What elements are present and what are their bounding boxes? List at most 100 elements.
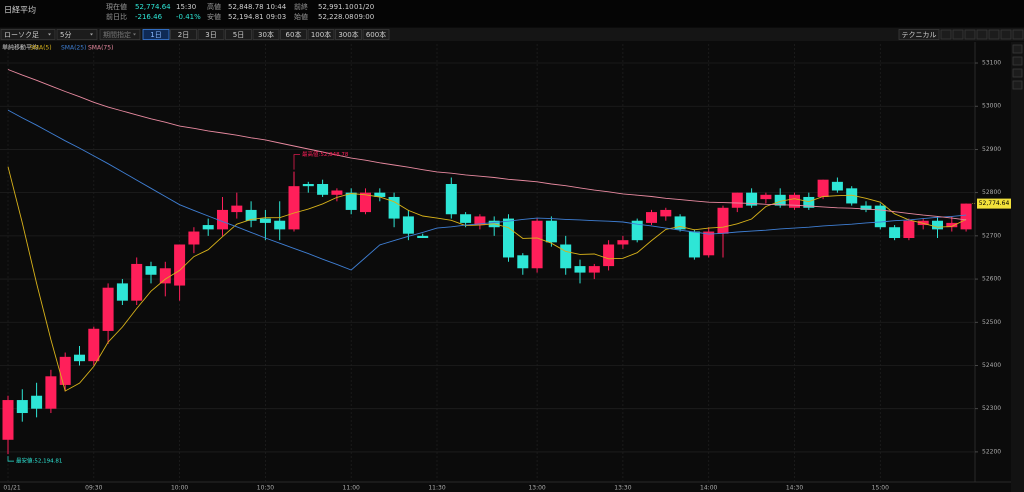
candle-body: [417, 235, 429, 239]
icon-button[interactable]: [1012, 80, 1023, 90]
info-time: 09:03: [266, 13, 286, 21]
tool-icons: [940, 29, 1024, 40]
icon-button[interactable]: [952, 29, 964, 40]
select-text[interactable]: 期間指定: [103, 30, 131, 39]
quote-info: 現在値 52,774.64 15:30 高値 52,848.78 10:44 前終 52,99…: [106, 2, 374, 21]
button[interactable]: [280, 29, 307, 40]
select-box[interactable]: [56, 29, 98, 40]
low-label: 最安値:52,194.81: [16, 457, 62, 465]
button[interactable]: [335, 29, 362, 40]
x-tick-label: 09:30: [85, 485, 102, 492]
candle-body: [774, 194, 786, 206]
select-box[interactable]: [0, 29, 56, 40]
button[interactable]: [225, 29, 252, 40]
candle-body: [345, 192, 357, 210]
range-button[interactable]: 300本: [335, 29, 362, 40]
candle-body: [574, 266, 586, 273]
legend-title: 単純移動平均: [2, 44, 38, 52]
y-tick-label: 52400: [982, 362, 1001, 369]
button-text[interactable]: 3日: [205, 31, 216, 39]
icon-button[interactable]: [1012, 29, 1024, 40]
candle-body: [360, 192, 371, 213]
candle-body: [274, 220, 286, 230]
candle-body: [903, 220, 915, 239]
button[interactable]: [252, 29, 280, 40]
candle-body: [846, 188, 858, 204]
y-tick-label: 52500: [982, 319, 1001, 326]
candle-body: [789, 194, 800, 208]
button-text[interactable]: 100本: [311, 30, 331, 39]
candle-body: [874, 205, 886, 228]
candle-body: [259, 218, 271, 223]
range-button[interactable]: 30本: [252, 29, 280, 40]
candle-body: [831, 181, 843, 191]
candle-body: [760, 194, 772, 200]
range-button[interactable]: 1日: [142, 29, 170, 40]
select-text[interactable]: 5分: [60, 30, 71, 39]
select-text[interactable]: ローソク足: [4, 31, 39, 39]
info-time: 15:30: [176, 3, 196, 11]
high-marker: [293, 154, 300, 170]
icon-button[interactable]: [940, 29, 952, 40]
button[interactable]: [307, 29, 335, 40]
button-text[interactable]: 300本: [338, 30, 358, 39]
icon-button[interactable]: [1012, 68, 1023, 78]
range-button[interactable]: 60本: [280, 29, 307, 40]
info-value: 52,774.64: [135, 3, 171, 11]
sma-line: [7, 109, 967, 271]
select-box[interactable]: [99, 29, 141, 40]
range-button[interactable]: 2日: [170, 29, 197, 40]
candle-body: [660, 209, 672, 217]
info-label: 前日比: [106, 12, 127, 21]
icon-button[interactable]: [964, 29, 976, 40]
candle-body: [803, 196, 815, 208]
button-text[interactable]: 2日: [178, 31, 189, 39]
button-text[interactable]: 30本: [258, 30, 274, 39]
button-text[interactable]: 60本: [286, 30, 302, 39]
icon-button[interactable]: [1012, 56, 1023, 66]
candle-body: [88, 328, 100, 362]
candle-body: [402, 216, 414, 234]
candle-body: [703, 231, 715, 256]
icon-button[interactable]: [1012, 44, 1023, 54]
button[interactable]: [898, 29, 940, 40]
period-select[interactable]: 期間指定: [99, 29, 141, 40]
range-button[interactable]: 5日: [225, 29, 252, 40]
range-button[interactable]: 3日: [197, 29, 225, 40]
button[interactable]: [170, 29, 197, 40]
candle-body: [74, 354, 85, 362]
icon-button[interactable]: [988, 29, 1000, 40]
candle-body: [159, 268, 171, 284]
info-label: 前終: [294, 2, 308, 11]
candle-body: [145, 266, 157, 275]
candle-body: [202, 225, 214, 230]
button-text[interactable]: 1日: [150, 31, 161, 39]
x-tick-label: 14:30: [786, 485, 803, 492]
last-price-tag: [977, 198, 1011, 209]
range-button[interactable]: 100本: [307, 29, 335, 40]
range-button[interactable]: 600本: [362, 29, 390, 40]
button[interactable]: [197, 29, 225, 40]
x-tick-label: 15:00: [872, 485, 889, 492]
info-label: 現在値: [106, 2, 127, 11]
technical-button[interactable]: テクニカル: [898, 29, 940, 40]
interval-select[interactable]: 5分: [56, 29, 98, 40]
button-text[interactable]: テクニカル: [902, 31, 937, 39]
info-time: 09:00: [354, 13, 374, 21]
button[interactable]: [142, 29, 170, 40]
info-time: -0.41%: [176, 13, 201, 21]
candle-body: [588, 266, 600, 273]
icon-button[interactable]: [1000, 29, 1012, 40]
candle-body: [531, 220, 543, 269]
chart-kind-select[interactable]: ローソク足: [0, 29, 56, 40]
button[interactable]: [362, 29, 390, 40]
button-text[interactable]: 600本: [366, 30, 386, 39]
candle-body: [545, 220, 557, 243]
y-tick-label: 52700: [982, 232, 1001, 239]
candle-body: [932, 220, 943, 230]
candle-body: [245, 209, 257, 221]
icon-button[interactable]: [976, 29, 988, 40]
x-tick-label: 10:30: [257, 485, 274, 492]
y-tick-label: 53000: [982, 103, 1001, 110]
button-text[interactable]: 5日: [233, 31, 244, 39]
